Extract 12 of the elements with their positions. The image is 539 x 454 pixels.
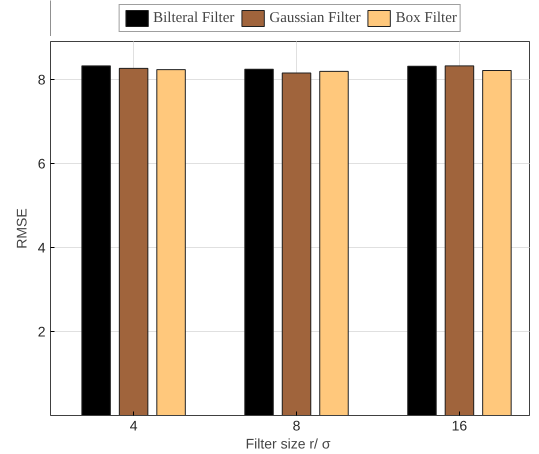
y-tick-label: 2 [38, 323, 46, 340]
x-axis-title: Filter size r/ σ [246, 436, 331, 452]
y-tick-label: 4 [38, 239, 46, 256]
x-tick-label: 8 [292, 418, 301, 434]
legend-label: Box Filter [396, 10, 457, 26]
legend-label: Bilteral Filter [153, 10, 234, 26]
y-tick-label: 8 [38, 71, 46, 88]
y-tick-label: 6 [38, 155, 46, 172]
y-axis-title: RMSE [14, 208, 30, 249]
legend-label: Gaussian Filter [269, 10, 361, 26]
x-tick-label: 16 [452, 418, 468, 434]
x-tick-label: 4 [130, 418, 138, 434]
